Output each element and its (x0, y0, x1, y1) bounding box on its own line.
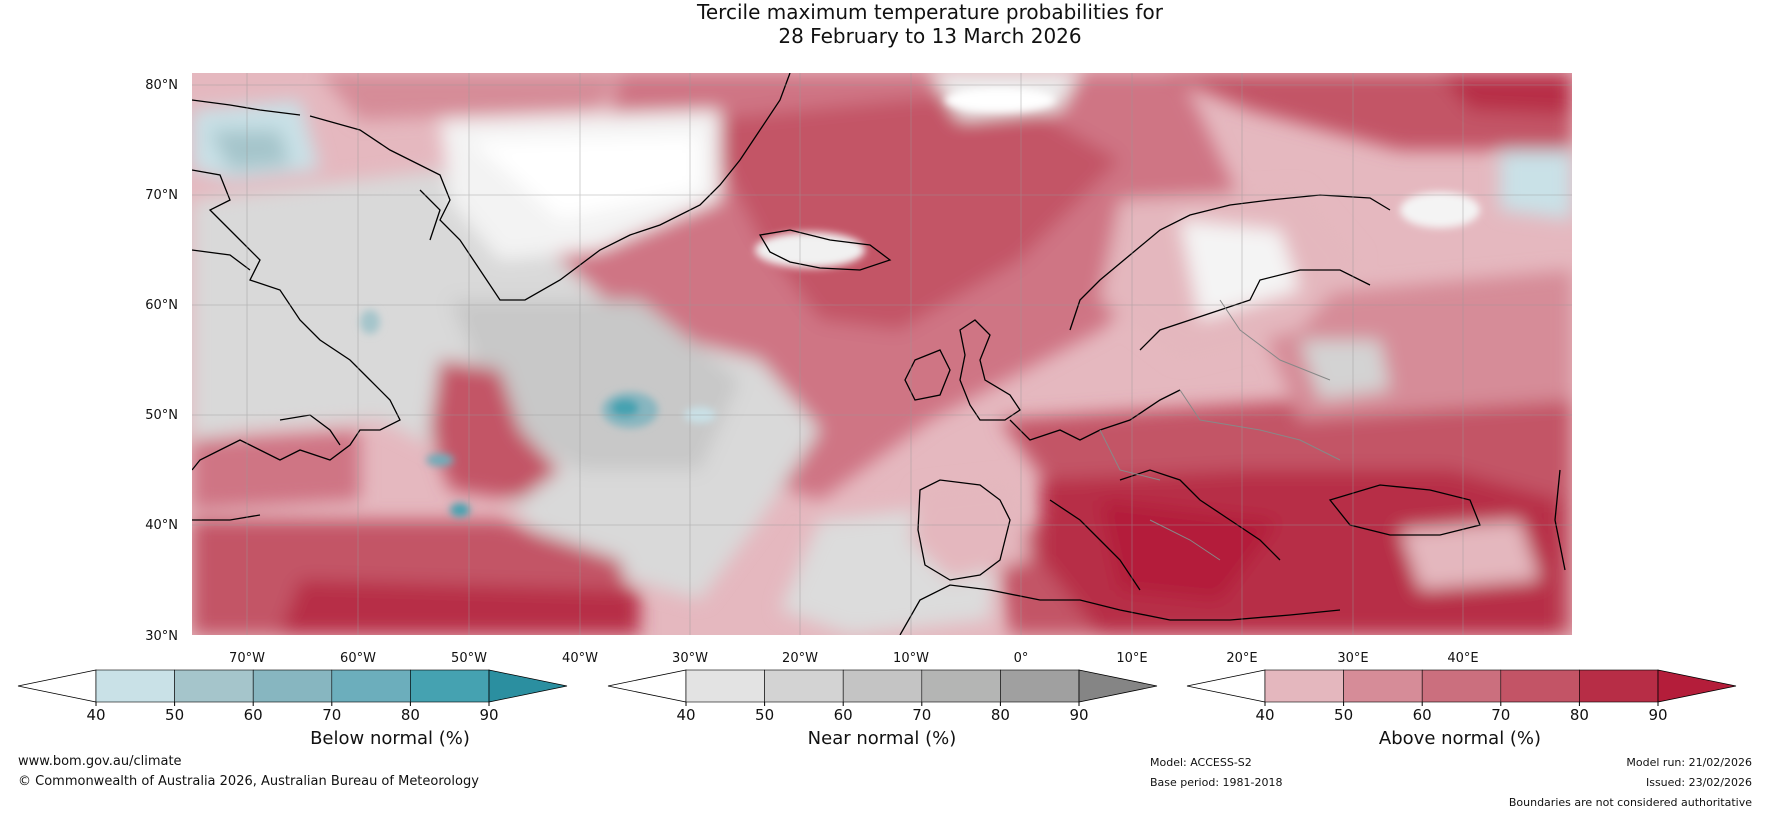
colorbar-extend-high (488, 669, 568, 703)
colorbar-tick-label: 70 (322, 706, 341, 724)
colorbar-tick-label: 50 (755, 706, 774, 724)
colorbar-tick-label: 90 (1648, 706, 1667, 724)
lon-label: 70°W (229, 651, 265, 666)
colorbar-tick-label: 90 (1069, 706, 1088, 724)
colorbar-tick-label: 90 (479, 706, 498, 724)
coastlines (192, 73, 1566, 635)
colorbar-band (252, 669, 333, 703)
title-line-2: 28 February to 13 March 2026 (778, 24, 1082, 48)
lat-label: 80°N (145, 78, 178, 93)
lon-label: 30°W (672, 651, 708, 666)
colorbar-band (331, 669, 411, 703)
colorbar-band (1421, 669, 1502, 703)
colorbar-band (1000, 669, 1080, 703)
colorbar-tick-label: 60 (834, 706, 853, 724)
colorbar-band (921, 669, 1001, 703)
probability-field (192, 73, 1572, 635)
colorbar-tick-label: 40 (1255, 706, 1274, 724)
borders (1099, 299, 1341, 561)
colorbar-band (1343, 669, 1423, 703)
footer-copyright: © Commonwealth of Australia 2026, Austra… (18, 774, 479, 789)
colorbar-tick-label: 70 (1491, 706, 1510, 724)
colorbar-band (1579, 669, 1659, 703)
footer-website[interactable]: www.bom.gov.au/climate (18, 754, 182, 769)
lon-label: 30°E (1337, 651, 1368, 666)
lon-label: 60°W (340, 651, 376, 666)
lon-label: 50°W (451, 651, 487, 666)
footer-model: Model: ACCESS-S2 (1150, 756, 1252, 769)
title-line-1: Tercile maximum temperature probabilitie… (697, 0, 1163, 24)
colorbar-tick-label: 50 (165, 706, 184, 724)
lat-label: 50°N (145, 408, 178, 423)
colorbar-band (685, 669, 765, 703)
colorbar-tick-label: 80 (401, 706, 420, 724)
colorbar-extend-low (607, 669, 687, 703)
lat-label: 60°N (145, 298, 178, 313)
lon-label: 40°E (1447, 651, 1478, 666)
colorbar-band (1500, 669, 1580, 703)
lon-label: 20°W (782, 651, 818, 666)
lon-label: 10°W (893, 651, 929, 666)
colorbar-band (1264, 669, 1344, 703)
colorbar-title-below: Below normal (%) (310, 728, 470, 749)
colorbar-extend-low (17, 669, 97, 703)
colorbar-extend-low (1186, 669, 1266, 703)
graticule (192, 73, 1572, 635)
colorbar-band (174, 669, 254, 703)
colorbar-extend-high (1657, 669, 1737, 703)
lon-label: 40°W (562, 651, 598, 666)
colorbar-tick-label: 40 (86, 706, 105, 724)
colorbar-tick-label: 60 (1413, 706, 1432, 724)
lat-label: 70°N (145, 188, 178, 203)
longitude-labels: 70°W 60°W 50°W 40°W 30°W 20°W 10°W 0° 10… (229, 651, 1479, 666)
colorbar-tick-label: 60 (244, 706, 263, 724)
footer-issued: Issued: 23/02/2026 (1645, 776, 1752, 789)
colorbar-tick-label: 40 (676, 706, 695, 724)
colorbar-title-above: Above normal (%) (1378, 728, 1542, 749)
lon-label: 10°E (1116, 651, 1147, 666)
map-title: Tercile maximum temperature probabilitie… (0, 0, 1770, 48)
colorbar-tick-label: 70 (912, 706, 931, 724)
footer-model-run: Model run: 21/02/2026 (1626, 756, 1752, 769)
colorbar-title-near: Near normal (%) (807, 728, 957, 749)
colorbar-tick-label: 80 (1570, 706, 1589, 724)
footer-disclaimer: Boundaries are not considered authoritat… (1508, 796, 1752, 809)
colorbar-band (410, 669, 490, 703)
lat-label: 30°N (145, 629, 178, 644)
colorbar-tick-label: 80 (991, 706, 1010, 724)
colorbars: 40 50 60 70 80 90 40 50 60 70 80 90 40 50 60 70 80 90 (17, 669, 1737, 724)
colorbar-band (764, 669, 844, 703)
lon-label: 0° (1014, 651, 1029, 666)
colorbar-band (842, 669, 923, 703)
latitude-labels: 80°N 70°N 60°N 50°N 40°N 30°N (145, 78, 178, 644)
colorbar-tick-label: 50 (1334, 706, 1353, 724)
lon-label: 20°E (1226, 651, 1257, 666)
colorbar-extend-high (1078, 669, 1158, 703)
footer-base-period: Base period: 1981-2018 (1150, 776, 1283, 789)
lat-label: 40°N (145, 518, 178, 533)
colorbar-band (95, 669, 175, 703)
